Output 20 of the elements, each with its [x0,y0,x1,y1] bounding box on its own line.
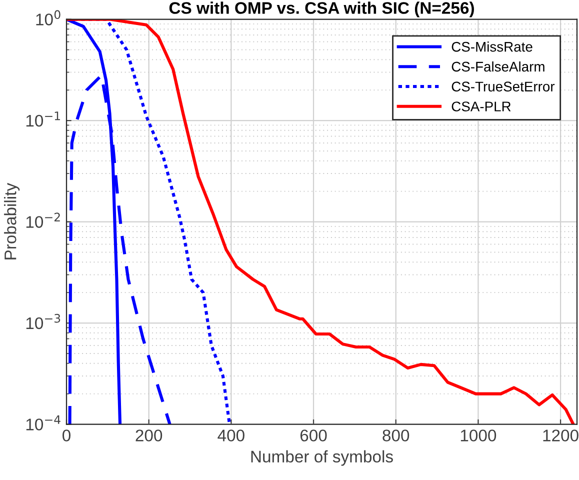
x-tick-label: 1000 [460,430,496,442]
x-axis-title: Number of symbols [251,450,393,466]
y-axis-title: Probability [4,182,20,260]
x-tick-label: 600 [300,430,327,442]
y-tick-label: 10$^{−3}$ [26,314,60,330]
chart-title: CS with OMP vs. CSA with SIC (N=256) [169,2,474,18]
y-tick-label: 10$^{−4}$ [26,415,60,430]
y-tick-label: 10$^{−1}$ [26,112,60,127]
x-tick-label: 0 [62,430,70,442]
legend-label: CSA-PLR [452,102,511,112]
legend-label: CS-MissRate [452,42,532,52]
y-tick-label: 10$^{0}$ [36,10,60,26]
x-tick-label: 200 [136,430,162,442]
x-tick-label: 1200 [543,430,578,442]
legend-label: CS-TrueSetError [452,82,555,92]
line-series [66,19,575,424]
x-tick-label: 800 [382,430,410,442]
legend-label: CS-FalseAlarm [452,61,544,72]
x-tick-label: 400 [218,430,244,442]
y-tick-label: 10$^{−2}$ [26,212,60,228]
